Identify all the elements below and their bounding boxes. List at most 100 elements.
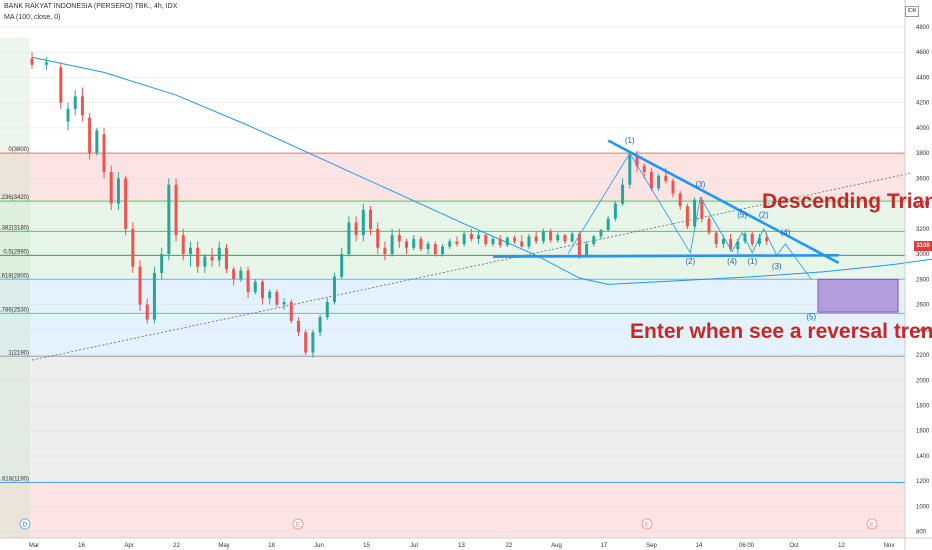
event-marker xyxy=(641,518,653,530)
ma-100-line xyxy=(31,56,932,285)
candle xyxy=(95,130,99,154)
wave-label: (4) xyxy=(727,257,737,266)
candle xyxy=(80,96,84,116)
candle xyxy=(59,67,63,103)
x-tick-label: Apr xyxy=(124,543,133,549)
event-marker xyxy=(866,518,878,530)
x-tick-label: 17 xyxy=(601,543,608,549)
y-tick-label: 3400 xyxy=(916,202,930,208)
candle xyxy=(757,237,761,244)
y-tick-label: 1400 xyxy=(916,454,930,460)
candle xyxy=(369,209,373,229)
candle xyxy=(527,236,531,247)
event-marker-label: D xyxy=(23,523,28,529)
wave-label: (2) xyxy=(685,257,695,266)
candle xyxy=(224,247,228,270)
candle xyxy=(462,233,466,244)
candle xyxy=(520,241,524,247)
fib-band xyxy=(0,356,905,483)
candle xyxy=(441,246,445,255)
candle xyxy=(340,254,344,277)
candle xyxy=(217,247,221,261)
x-tick-label: Jul xyxy=(410,543,418,549)
indicator-legend: MA (100, close, 0) xyxy=(4,14,61,21)
fib-band xyxy=(0,279,905,314)
y-tick-label: 2200 xyxy=(916,353,930,359)
x-tick-label: Nov xyxy=(884,543,895,549)
candle xyxy=(671,180,675,194)
candle xyxy=(160,254,164,273)
y-tick-label: 2800 xyxy=(916,277,930,283)
x-tick-label: Sep xyxy=(646,543,657,549)
fib-label: 0.618(2800) xyxy=(0,273,29,279)
candle xyxy=(714,232,718,244)
candle xyxy=(498,238,502,246)
wave-path xyxy=(567,152,812,280)
target-zone xyxy=(817,278,899,313)
overlays: (1) (2) (3) (4) (5) (1) (2) (4) (3) (5) xyxy=(492,136,899,322)
candle xyxy=(729,238,733,250)
fib-band xyxy=(0,8,905,154)
fib-label: 0.5(2990) xyxy=(3,249,29,255)
x-tick-label: 13 xyxy=(458,543,465,549)
grid xyxy=(0,26,905,532)
candle xyxy=(477,235,481,239)
candle xyxy=(491,238,495,244)
candle xyxy=(707,218,711,233)
candle xyxy=(585,243,589,256)
event-marker xyxy=(292,518,304,530)
candle xyxy=(152,273,156,320)
candle xyxy=(30,58,34,65)
candle xyxy=(116,178,120,204)
y-tick-label: 1200 xyxy=(916,479,930,485)
x-tick-label: 14 xyxy=(696,543,703,549)
candle xyxy=(239,270,243,280)
candle xyxy=(325,302,329,318)
candle xyxy=(376,228,380,248)
y-tick-label: 4200 xyxy=(916,101,930,107)
event-marker-label: E xyxy=(296,523,300,529)
dashed-trend xyxy=(31,172,911,361)
y-tick-label: 3600 xyxy=(916,176,930,182)
candle xyxy=(347,222,351,255)
candle xyxy=(556,235,560,241)
candle xyxy=(721,238,725,244)
candle xyxy=(484,235,488,244)
y-tick-label: 800 xyxy=(916,530,927,536)
wave-label: (4) xyxy=(780,228,790,237)
ma-line xyxy=(31,56,932,285)
trendline-lower xyxy=(492,254,839,258)
candle xyxy=(196,247,200,267)
candle xyxy=(145,304,149,320)
x-tick-label: 06:00 xyxy=(739,543,755,549)
x-tick-label: 22 xyxy=(173,543,180,549)
y-tick-label: 4600 xyxy=(916,50,930,56)
x-tick-label: May xyxy=(218,543,229,549)
fib-label: 1.618(1190) xyxy=(0,476,29,482)
candle xyxy=(664,175,668,181)
candle xyxy=(131,228,135,267)
fib-label: 0.236(3420) xyxy=(0,195,29,201)
y-tick-label: 3800 xyxy=(916,151,930,157)
candle xyxy=(613,203,617,219)
y-tick-label: 3000 xyxy=(916,252,930,258)
candle xyxy=(599,230,603,237)
candle xyxy=(635,155,639,166)
candle xyxy=(397,235,401,242)
event-marker xyxy=(19,518,31,530)
y-tick-label: 4000 xyxy=(916,126,930,132)
candle xyxy=(282,302,286,305)
candle xyxy=(174,184,178,236)
fib-label: 0(3800) xyxy=(8,147,29,153)
candle xyxy=(534,236,538,242)
candle xyxy=(750,233,754,244)
candle xyxy=(455,241,459,244)
candle xyxy=(88,117,92,154)
fib-bands xyxy=(0,8,905,538)
candle xyxy=(102,134,106,173)
candle xyxy=(685,206,689,227)
candle xyxy=(649,172,653,189)
